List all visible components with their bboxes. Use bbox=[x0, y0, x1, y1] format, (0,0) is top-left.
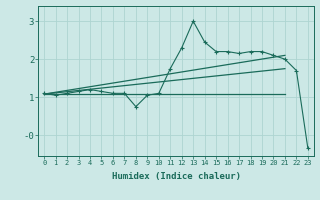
X-axis label: Humidex (Indice chaleur): Humidex (Indice chaleur) bbox=[111, 172, 241, 181]
